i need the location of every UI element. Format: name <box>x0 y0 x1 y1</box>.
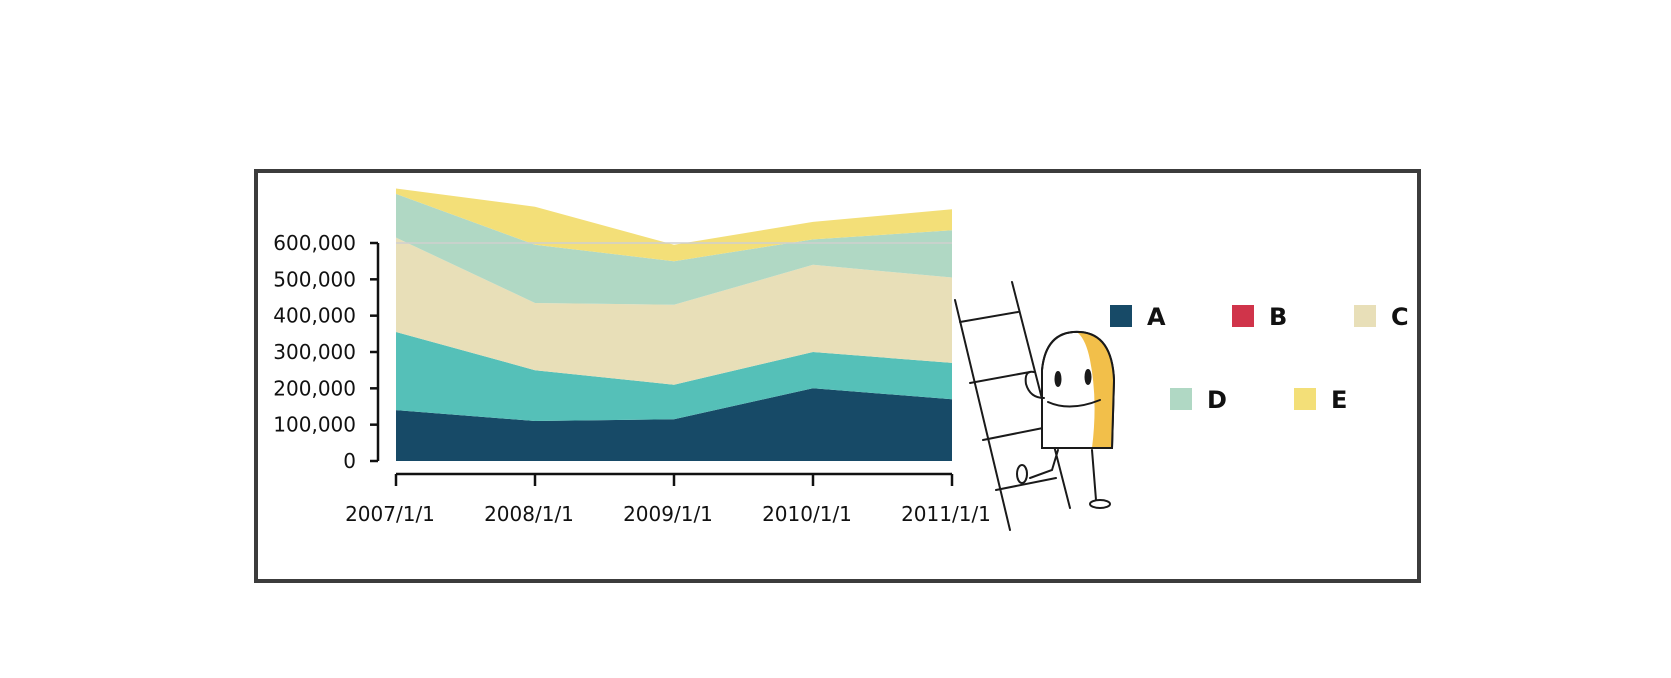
area-series-a <box>396 388 952 461</box>
x-axis-labels: 2007/1/1 2008/1/1 2009/1/1 2010/1/1 2011/1/1 <box>345 502 991 526</box>
y-tick-label: 100,000 <box>273 413 356 437</box>
y-axis-labels: 0 100,000 200,000 300,000 400,000 500,000 600,… <box>273 231 356 473</box>
legend-label-d: D <box>1207 386 1227 414</box>
legend: A B C D E <box>1110 303 1409 414</box>
y-tick-label: 0 <box>343 449 356 473</box>
y-tick-label: 600,000 <box>273 231 356 255</box>
ladder-character-illustration <box>954 281 1116 531</box>
character-body-accent <box>1078 332 1114 448</box>
x-tick-label: 2009/1/1 <box>623 502 713 526</box>
legend-swatch-a <box>1110 305 1132 327</box>
legend-label-b: B <box>1269 303 1287 331</box>
y-tick-label: 200,000 <box>273 376 356 400</box>
legend-swatch-b <box>1232 305 1254 327</box>
axes <box>370 241 954 486</box>
legend-label-c: C <box>1391 303 1409 331</box>
area-series-d <box>396 193 952 305</box>
x-tick-label: 2007/1/1 <box>345 502 435 526</box>
legend-swatch-e <box>1294 388 1316 410</box>
y-tick-label: 300,000 <box>273 340 356 364</box>
legend-swatch-d <box>1170 388 1192 410</box>
y-tick-label: 400,000 <box>273 304 356 328</box>
area-series-c <box>396 237 952 385</box>
y-tick-label: 500,000 <box>273 267 356 291</box>
area-layers <box>396 188 952 461</box>
legend-swatch-c <box>1354 305 1376 327</box>
x-tick-label: 2008/1/1 <box>484 502 574 526</box>
x-tick-label: 2010/1/1 <box>762 502 852 526</box>
x-tick-label: 2011/1/1 <box>901 502 991 526</box>
legend-label-a: A <box>1147 303 1166 331</box>
area-teal-band <box>396 332 952 421</box>
legend-label-e: E <box>1331 386 1347 414</box>
